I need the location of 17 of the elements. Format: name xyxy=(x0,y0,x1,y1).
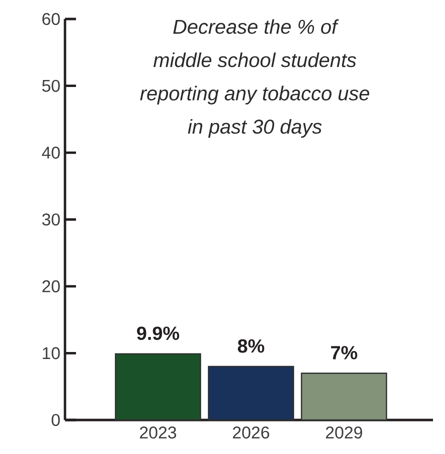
y-tick-label: 30 xyxy=(42,213,60,226)
y-tick-label: 20 xyxy=(42,280,60,292)
x-tick-label: 2029 xyxy=(326,426,362,439)
x-tick-label: 2026 xyxy=(232,426,270,439)
y-tick-label: 0 xyxy=(52,414,60,426)
y-tick-label: 60 xyxy=(42,12,60,26)
x-tick-label: 2023 xyxy=(140,426,176,439)
bar xyxy=(300,372,388,421)
y-tick-label: 40 xyxy=(42,146,60,159)
bar xyxy=(208,366,294,421)
data-label: 9.9% xyxy=(137,326,180,340)
data-label: 7% xyxy=(331,346,358,360)
bar xyxy=(114,353,202,421)
data-label: 8% xyxy=(238,339,264,353)
y-tick-label: 10 xyxy=(42,347,60,360)
text: Decrease the % of middle school students reporting any tobacco use in past 30 days xyxy=(140,19,370,138)
y-tick-label: 50 xyxy=(42,80,60,92)
